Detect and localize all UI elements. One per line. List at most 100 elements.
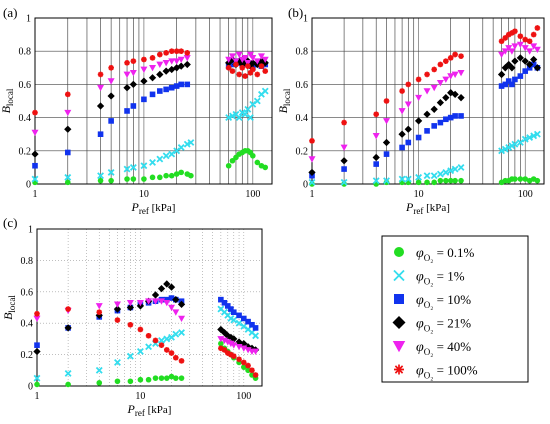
data-point: [178, 48, 185, 54]
data-point: [262, 164, 269, 171]
data-point: [149, 91, 156, 98]
data-point: [108, 177, 114, 184]
data-point: [241, 55, 249, 62]
data-point: [31, 175, 39, 183]
chart-panel-3: 0 0.2 0.4 0.6 0.8 1 1 10 100 (c) Blocal Pref [kPa]: [1, 215, 263, 418]
data-point: [218, 345, 224, 352]
data-point: [398, 108, 406, 115]
data-point: [97, 71, 104, 78]
legend-label: φO₂ = 40%: [416, 339, 471, 357]
data-point: [64, 179, 71, 186]
data-point: [229, 68, 236, 74]
data-point: [162, 60, 170, 67]
data-point: [415, 94, 423, 102]
legend: φO₂ = 0.1% φO₂ = 1% φO₂ = 10% φO₂ = 21% φO₂ …: [381, 235, 529, 383]
data-point: [447, 55, 454, 61]
data-point: [184, 50, 191, 56]
data-point: [452, 113, 458, 119]
data-point: [158, 298, 166, 305]
data-point: [184, 81, 191, 88]
data-point: [130, 103, 137, 109]
data-point: [240, 315, 247, 322]
data-point: [415, 173, 423, 181]
data-point: [183, 60, 191, 69]
panel-label: (c): [3, 215, 17, 230]
data-point: [228, 351, 234, 358]
data-point: [97, 131, 104, 137]
data-point: [64, 91, 71, 98]
data-point: [173, 171, 180, 177]
y-tick-label: 0: [28, 382, 33, 393]
data-point: [437, 119, 444, 126]
y-axis-label: Blocal: [276, 88, 292, 113]
series-s1: [33, 305, 260, 382]
x-tick-label: 10: [135, 391, 145, 402]
x-tick-label: 1: [310, 189, 315, 200]
data-point: [107, 168, 115, 176]
data-point: [140, 162, 148, 170]
data-point: [221, 347, 228, 353]
data-point: [458, 53, 464, 59]
data-point: [136, 299, 144, 307]
data-point: [32, 162, 38, 169]
panel-label: (b): [288, 5, 303, 20]
data-point: [123, 165, 131, 173]
data-point: [512, 28, 518, 35]
data-point: [415, 179, 422, 186]
y-tick-label: 1: [303, 14, 308, 25]
data-point: [415, 76, 422, 83]
data-point: [156, 70, 164, 79]
data-point: [228, 53, 236, 60]
data-point: [124, 108, 130, 114]
data-point: [64, 149, 71, 156]
data-point: [145, 332, 152, 339]
data-point: [34, 310, 40, 317]
data-point: [173, 83, 180, 89]
data-point: [168, 58, 176, 65]
data-point: [522, 68, 529, 74]
data-point: [414, 117, 423, 125]
data-point: [34, 381, 40, 388]
data-point: [372, 177, 380, 185]
data-point: [168, 373, 175, 380]
data-point: [129, 69, 137, 77]
data-point: [183, 140, 191, 148]
data-point: [522, 176, 529, 182]
data-point: [501, 48, 509, 55]
x-tick-label: 10: [414, 189, 424, 200]
data-point: [225, 162, 232, 169]
data-point: [130, 58, 137, 64]
data-point: [530, 31, 537, 38]
y-tick-label: 1: [26, 14, 31, 25]
data-point: [405, 139, 412, 146]
data-point: [404, 125, 412, 133]
data-point: [163, 86, 169, 93]
legend-item-s21: φO₂ = 21%: [392, 316, 471, 334]
data-point: [239, 65, 246, 71]
data-point: [405, 81, 412, 88]
y-tick-label: 0.4: [296, 113, 309, 124]
data-point: [261, 87, 269, 95]
x-axis-label: Pref [kPa]: [405, 200, 450, 216]
data-point: [247, 69, 254, 76]
data-point: [124, 60, 130, 66]
x-tick-label: 100: [236, 391, 251, 402]
legend-marker: [394, 364, 404, 375]
data-point: [224, 350, 231, 356]
data-point: [442, 168, 450, 176]
data-point: [430, 172, 438, 180]
data-point: [158, 342, 165, 348]
data-point: [173, 58, 181, 65]
data-point: [64, 370, 72, 377]
data-point: [254, 159, 261, 166]
data-point: [149, 55, 156, 61]
data-point: [113, 301, 121, 308]
data-point: [141, 96, 147, 103]
data-point: [505, 45, 513, 52]
data-point: [533, 46, 541, 54]
data-point: [177, 56, 185, 63]
data-point: [149, 65, 157, 72]
data-point: [452, 51, 458, 58]
data-point: [97, 84, 105, 92]
x-tick-label: 10: [139, 189, 149, 200]
